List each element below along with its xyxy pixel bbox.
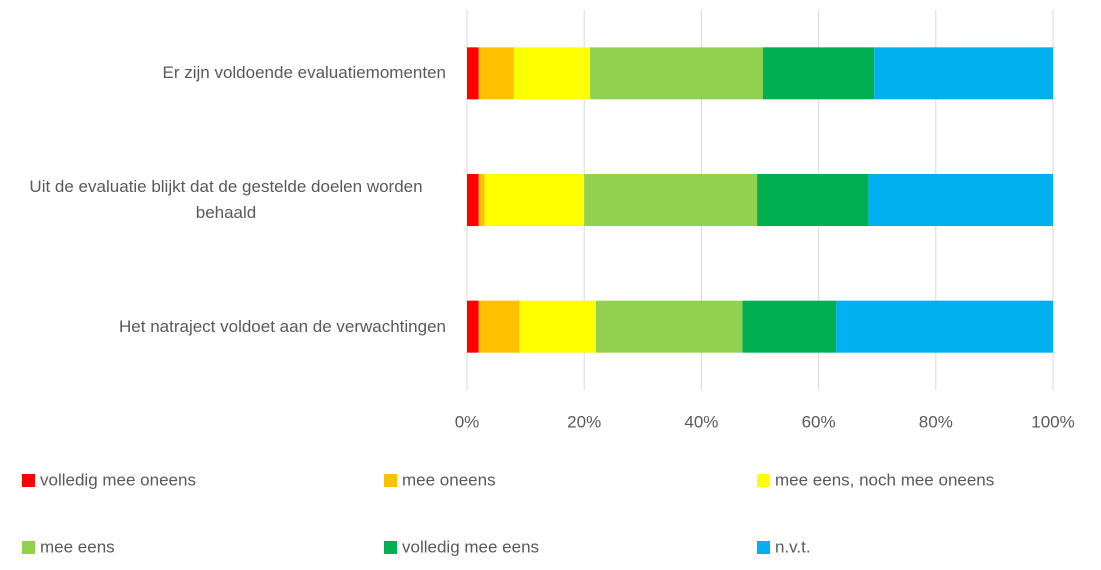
x-tick-label: 20% bbox=[567, 412, 601, 431]
x-tick-label: 60% bbox=[802, 412, 836, 431]
bar-segment bbox=[762, 47, 875, 100]
x-tick-label: 100% bbox=[1031, 412, 1074, 431]
legend-label: volledig mee eens bbox=[402, 537, 539, 556]
category-text: Uit de evaluatie blijkt dat de gestelde … bbox=[29, 177, 423, 222]
category-label: Er zijn voldoende evaluatiemomenten bbox=[1, 33, 446, 113]
legend-label: volledig mee oneens bbox=[40, 470, 196, 489]
bar-segment bbox=[757, 174, 869, 226]
legend-swatch bbox=[757, 474, 770, 487]
bar-segment bbox=[467, 174, 479, 226]
bar-segment bbox=[467, 300, 479, 353]
category-label: Uit de evaluatie blijkt dat de gestelde … bbox=[1, 160, 446, 240]
legend-swatch bbox=[384, 541, 397, 554]
x-tick-label: 80% bbox=[919, 412, 953, 431]
category-label: Het natraject voldoet aan de verwachting… bbox=[1, 287, 446, 367]
legend-swatch bbox=[22, 474, 35, 487]
legend-swatch bbox=[22, 541, 35, 554]
bar-segment bbox=[467, 47, 479, 100]
legend-swatch bbox=[384, 474, 397, 487]
legend-label: mee eens bbox=[40, 537, 115, 556]
legend-swatch bbox=[757, 541, 770, 554]
category-text: Het natraject voldoet aan de verwachting… bbox=[119, 316, 446, 336]
bar-segment bbox=[742, 300, 837, 353]
bar-segment bbox=[584, 174, 758, 226]
x-tick-label: 0% bbox=[455, 412, 480, 431]
bar-segment bbox=[519, 300, 596, 353]
bar-segment bbox=[484, 174, 585, 226]
bar-segment bbox=[478, 47, 514, 100]
bar-segment bbox=[595, 300, 743, 353]
bar-segment bbox=[836, 300, 1053, 353]
legend-label: mee oneens bbox=[402, 470, 496, 489]
bar-segment bbox=[478, 300, 520, 353]
legend-label: mee eens, noch mee oneens bbox=[775, 470, 994, 489]
legend-label: n.v.t. bbox=[775, 537, 811, 556]
bar-segment bbox=[874, 47, 1053, 100]
bar-segment bbox=[868, 174, 1053, 226]
bar-segment bbox=[513, 47, 591, 100]
x-tick-label: 40% bbox=[684, 412, 718, 431]
bar-segment bbox=[590, 47, 763, 100]
category-text: Er zijn voldoende evaluatiemomenten bbox=[162, 63, 446, 83]
bar-segment bbox=[478, 174, 485, 226]
